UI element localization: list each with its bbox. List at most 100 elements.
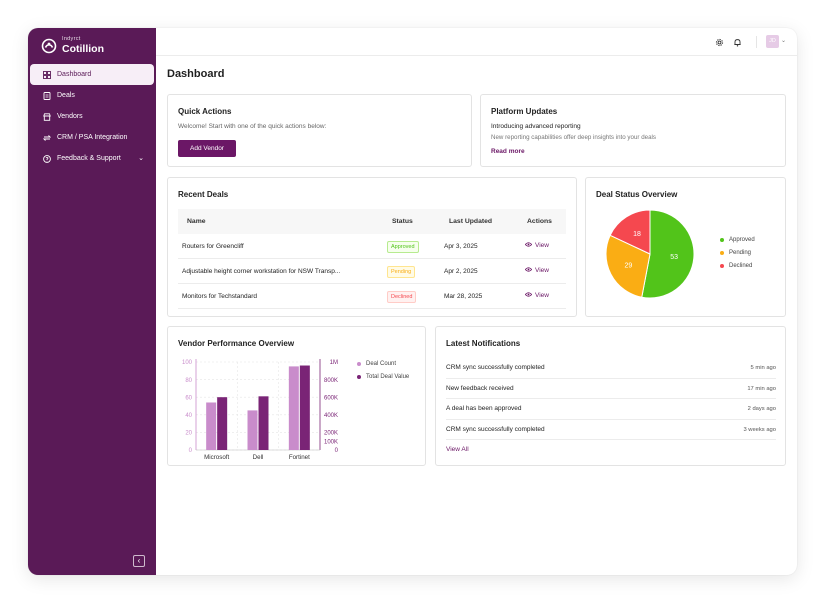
deal-name: Adjustable height corner workstation for… — [182, 268, 341, 275]
pie-slice-declined[interactable] — [609, 209, 651, 255]
sidebar-item-label: CRM / PSA Integration — [57, 134, 128, 141]
chevron-down-icon: ⌄ — [138, 155, 144, 162]
sidebar-item-dashboard[interactable]: Dashboard — [30, 64, 154, 85]
table-row: Adjustable height corner workstation for… — [178, 259, 566, 284]
column-header[interactable]: Actions — [527, 218, 552, 225]
brand-subtitle: Indyrct — [62, 36, 81, 42]
deal-name: Routers for Greencliff — [182, 243, 244, 250]
view-deal-link[interactable]: View — [524, 292, 549, 299]
pie-slice-label: 18 — [633, 231, 641, 238]
bell-icon[interactable] — [732, 37, 742, 47]
read-more-link[interactable]: Read more — [491, 148, 525, 155]
notification-text: A deal has been approved — [446, 405, 522, 412]
sidebar-nav: Dashboard Deals Vendors CRM / PSA Integr… — [30, 64, 154, 169]
legend-item-deal-count: Deal Count — [357, 361, 396, 367]
document-icon — [42, 91, 51, 100]
help-icon — [42, 154, 51, 163]
sidebar: Indyrct Cotillion Dashboard Deals — [28, 28, 156, 575]
x-tick-label: Microsoft — [204, 454, 229, 461]
pie-slice-pending[interactable] — [605, 234, 651, 298]
sidebar-item-deals[interactable]: Deals — [30, 85, 154, 106]
deal-name: Monitors for Techstandard — [182, 293, 258, 300]
status-badge: Declined — [387, 291, 417, 303]
column-header[interactable]: Status — [392, 218, 413, 225]
collapse-sidebar-button[interactable]: ‹ — [133, 555, 145, 567]
y-tick-label-left: 80 — [185, 378, 192, 384]
chevron-down-icon[interactable]: ⌄ — [781, 38, 787, 44]
card-title: Recent Deals — [178, 190, 229, 199]
sync-icon — [42, 133, 51, 142]
y-tick-label-right: 200K — [324, 431, 338, 437]
topbar: JD ⌄ — [156, 28, 797, 56]
view-deal-link[interactable]: View — [524, 267, 549, 274]
sidebar-item-feedback-support[interactable]: Feedback & Support ⌄ — [30, 148, 154, 169]
notification-time: 17 min ago — [747, 385, 776, 392]
bar-deal-count[interactable] — [247, 410, 258, 450]
legend-item-approved: Approved — [720, 237, 755, 243]
notification-item[interactable]: CRM sync successfully completed 5 min ag… — [446, 358, 776, 379]
bar-total-deal-value[interactable] — [217, 397, 228, 450]
status-badge: Pending — [387, 266, 416, 278]
legend-swatch — [357, 362, 361, 366]
bar-deal-count[interactable] — [206, 402, 217, 450]
pie-slice-approved[interactable] — [641, 209, 695, 299]
platform-updates-card: Platform Updates Introducing advanced re… — [480, 94, 786, 167]
eye-icon — [524, 242, 533, 249]
y-tick-label-right: 0 — [335, 448, 339, 454]
pie-slice-label: 29 — [625, 262, 633, 269]
y-tick-label-left: 20 — [185, 431, 192, 437]
avatar[interactable]: JD — [766, 35, 779, 48]
card-title: Platform Updates — [491, 107, 558, 116]
bar-total-deal-value[interactable] — [258, 396, 269, 450]
table-row: Routers for Greencliff Approved Apr 3, 2… — [178, 234, 566, 259]
chevron-left-icon: ‹ — [137, 556, 141, 565]
grid-icon — [42, 70, 51, 79]
recent-deals-card: Recent Deals Name Status Last Updated Ac… — [167, 177, 577, 317]
notification-time: 2 days ago — [747, 406, 776, 412]
column-header[interactable]: Name — [187, 218, 206, 225]
x-tick-label: Dell — [253, 454, 264, 461]
y-tick-label-left: 100 — [182, 360, 193, 366]
deal-status-pie-chart: 53 29 18 — [605, 209, 695, 299]
legend-label: Deal Count — [366, 361, 397, 367]
y-tick-label-right: 600K — [324, 395, 338, 401]
y-tick-label-left: 60 — [185, 395, 192, 401]
legend-label: Approved — [729, 237, 755, 243]
sidebar-item-vendors[interactable]: Vendors — [30, 106, 154, 127]
notification-item[interactable]: CRM sync successfully completed 3 weeks … — [446, 420, 776, 440]
legend-label: Declined — [729, 263, 753, 269]
notification-item[interactable]: New feedback received 17 min ago — [446, 379, 776, 399]
view-all-link[interactable]: View All — [446, 446, 469, 453]
brand[interactable]: Indyrct Cotillion — [41, 36, 104, 55]
legend-swatch — [720, 264, 724, 268]
quick-actions-subtitle: Welcome! Start with one of the quick act… — [178, 123, 327, 130]
sidebar-item-label: Dashboard — [57, 71, 92, 78]
eye-icon — [524, 267, 533, 274]
legend-label: Pending — [729, 250, 752, 256]
divider — [756, 36, 757, 48]
legend-swatch — [720, 251, 724, 255]
card-title: Deal Status Overview — [596, 190, 678, 199]
notification-item[interactable]: A deal has been approved 2 days ago — [446, 399, 776, 420]
x-tick-label: Fortinet — [289, 454, 310, 461]
y-tick-label-right: 1M — [330, 360, 338, 366]
bar-deal-count[interactable] — [288, 366, 299, 450]
legend-label: Total Deal Value — [366, 374, 410, 380]
view-deal-link[interactable]: View — [524, 242, 549, 249]
logo-icon — [41, 38, 57, 53]
column-header[interactable]: Last Updated — [449, 218, 493, 225]
y-tick-label-right: 100K — [324, 439, 338, 445]
notification-text: New feedback received — [446, 384, 514, 392]
table-header: Name Status Last Updated Actions — [178, 209, 566, 234]
card-title: Vendor Performance Overview — [178, 339, 295, 348]
brand-name: Cotillion — [62, 42, 104, 55]
sidebar-item-crm-psa-integration[interactable]: CRM / PSA Integration — [30, 127, 154, 148]
pie-slice-label: 53 — [670, 254, 678, 261]
bar-total-deal-value[interactable] — [299, 365, 310, 450]
deal-date: Apr 2, 2025 — [444, 268, 478, 275]
add-vendor-button[interactable]: Add Vendor — [178, 140, 236, 157]
deal-date: Apr 3, 2025 — [444, 243, 478, 250]
legend-item-total-deal-value: Total Deal Value — [357, 374, 409, 380]
gear-icon[interactable] — [714, 37, 724, 47]
store-icon — [42, 112, 51, 121]
